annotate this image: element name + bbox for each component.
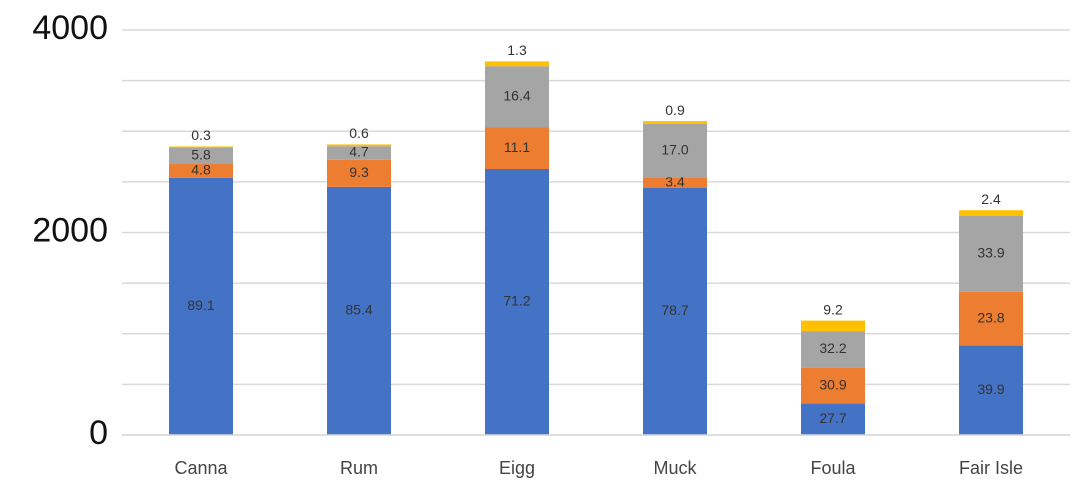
bar-segment xyxy=(327,146,391,160)
bar-segment xyxy=(801,331,865,368)
data-label: 0.9 xyxy=(665,102,685,118)
data-label: 1.3 xyxy=(507,42,527,58)
x-tick-label: Fair Isle xyxy=(959,458,1023,478)
bar-segment xyxy=(169,177,233,435)
data-label: 11.1 xyxy=(504,139,530,155)
bar-segment xyxy=(485,127,549,169)
bar-segment xyxy=(169,164,233,178)
bar-segment xyxy=(485,66,549,128)
bar-segment xyxy=(959,215,1023,292)
data-label: 17.0 xyxy=(661,141,688,157)
bar-segment xyxy=(485,168,549,435)
bar-segment xyxy=(643,123,707,178)
data-label: 16.4 xyxy=(503,88,530,104)
data-label: 27.7 xyxy=(819,410,846,426)
y-tick-label: 2000 xyxy=(32,211,108,249)
bar-segment xyxy=(801,403,865,435)
bar-segment xyxy=(485,61,549,67)
bar-segment xyxy=(169,146,233,148)
x-tick-label: Foula xyxy=(810,458,856,478)
data-label: 0.3 xyxy=(191,127,211,143)
y-tick-label: 4000 xyxy=(32,9,108,47)
data-label: 2.4 xyxy=(981,191,1001,207)
bar-segment xyxy=(169,147,233,165)
y-tick-label: 0 xyxy=(89,414,108,452)
data-label: 23.8 xyxy=(977,309,1004,325)
data-label: 3.4 xyxy=(665,173,685,189)
data-label: 33.9 xyxy=(977,244,1004,260)
data-label: 89.1 xyxy=(187,297,214,313)
bar-segment xyxy=(327,144,391,147)
x-tick-label: Canna xyxy=(174,458,228,478)
bar-segment xyxy=(801,367,865,404)
x-tick-label: Muck xyxy=(653,458,697,478)
data-label: 9.3 xyxy=(349,164,369,180)
data-label: 9.2 xyxy=(823,301,843,317)
data-label: 4.7 xyxy=(349,144,369,160)
data-label: 85.4 xyxy=(345,302,372,318)
bar-segment xyxy=(327,186,391,435)
bar-segment xyxy=(959,345,1023,435)
data-label: 71.2 xyxy=(503,293,530,309)
bar-segment xyxy=(643,177,707,188)
data-label: 32.2 xyxy=(819,340,846,356)
data-label: 0.6 xyxy=(349,125,369,141)
bar-segment xyxy=(959,291,1023,346)
data-label: 5.8 xyxy=(191,146,211,162)
bar-segment xyxy=(643,187,707,435)
bar-segment xyxy=(643,121,707,124)
x-tick-label: Rum xyxy=(340,458,378,478)
data-label: 39.9 xyxy=(977,381,1004,397)
data-label: 78.7 xyxy=(661,302,688,318)
bar-segment xyxy=(327,159,391,187)
bar-segment xyxy=(959,210,1023,216)
data-label: 4.8 xyxy=(191,162,211,178)
x-tick-label: Eigg xyxy=(499,458,535,478)
bar-segment xyxy=(801,320,865,332)
data-label: 30.9 xyxy=(819,376,846,392)
